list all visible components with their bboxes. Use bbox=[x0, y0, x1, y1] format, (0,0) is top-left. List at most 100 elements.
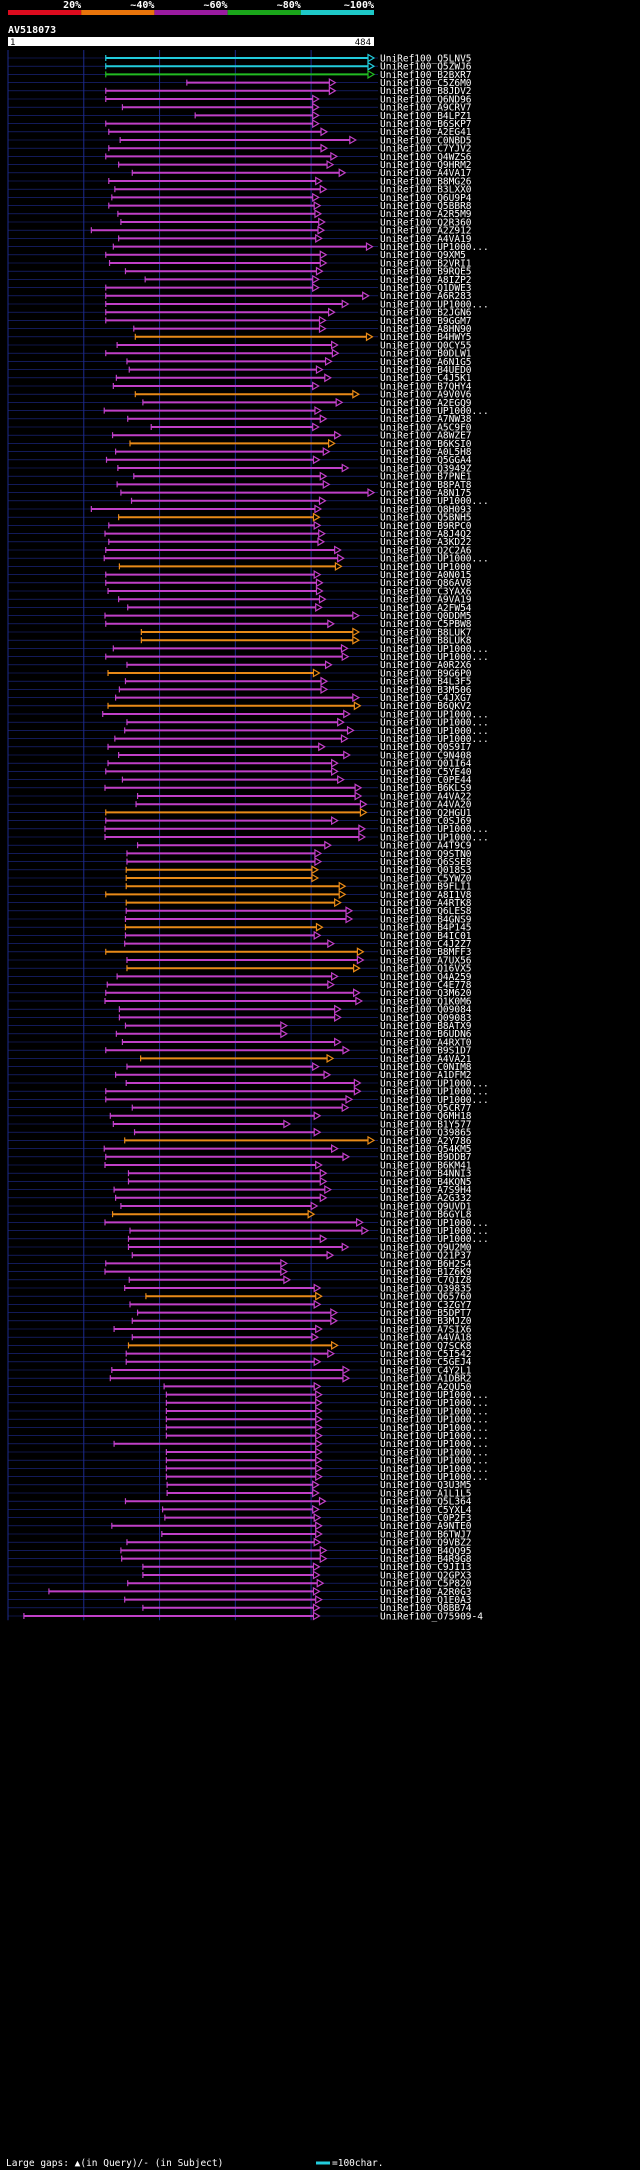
hit-label: UniRef100_Q5GGA4 bbox=[380, 455, 472, 466]
hit-arrow bbox=[331, 816, 339, 826]
hit-label: UniRef100_B4LPZ1 bbox=[380, 111, 472, 122]
hit-arrow bbox=[324, 356, 333, 366]
hit-arrow bbox=[312, 274, 320, 284]
hit-label: UniRef100_Q2R360 bbox=[380, 217, 472, 228]
hit-label: UniRef100_A7SIX6 bbox=[380, 1324, 472, 1335]
hit-label: UniRef100_B2VRI1 bbox=[380, 258, 472, 269]
hit-arrow bbox=[312, 1480, 320, 1490]
hit-arrow bbox=[342, 1152, 351, 1162]
hit-label: UniRef100_A9CRV7 bbox=[380, 103, 472, 114]
hit-label: UniRef100_A1DBR2 bbox=[380, 1374, 472, 1385]
hit-arrow bbox=[319, 1168, 328, 1178]
hit-arrow bbox=[322, 447, 331, 457]
hit-label: UniRef100_A8I1V8 bbox=[380, 890, 472, 901]
hit-arrow bbox=[330, 1316, 339, 1326]
hit-arrow bbox=[354, 783, 363, 793]
hit-label: UniRef100_A2EG41 bbox=[380, 127, 472, 138]
hit-label: UniRef100_C0P2F3 bbox=[380, 1513, 472, 1524]
hit-row: UniRef100_A6R283 bbox=[8, 291, 472, 302]
hit-row: UniRef100_C9JI13 bbox=[8, 1562, 472, 1573]
hit-label: UniRef100_B4P145 bbox=[380, 923, 472, 934]
hit-label: UniRef100_UP1000... bbox=[380, 1423, 489, 1434]
hit-label: UniRef100_A7UX56 bbox=[380, 955, 472, 966]
hit-row: UniRef100_C5GEJ4 bbox=[8, 1357, 472, 1368]
hit-arrow bbox=[367, 488, 376, 498]
hit-row: UniRef100_B3LXX0 bbox=[8, 185, 472, 196]
hit-row: UniRef100_Q6LES8 bbox=[8, 906, 472, 917]
hit-arrow bbox=[320, 684, 329, 694]
hit-row: UniRef100_UP1000... bbox=[8, 1390, 489, 1401]
hit-row: UniRef100_C5P820 bbox=[8, 1579, 472, 1590]
hit-row: UniRef100_B5DPT7 bbox=[8, 1308, 472, 1319]
hit-row: UniRef100_A0N015 bbox=[8, 570, 472, 581]
hit-row: UniRef100_B2JGN6 bbox=[8, 308, 472, 319]
hit-arrow bbox=[342, 1373, 351, 1383]
hit-label: UniRef100_Q5LNV5 bbox=[380, 53, 472, 64]
identity-band-label: ~100% bbox=[344, 0, 374, 11]
hit-row: UniRef100_UP1000... bbox=[8, 299, 489, 310]
hit-label: UniRef100_UP1000... bbox=[380, 1406, 489, 1417]
hit-label: UniRef100_Q4WZS6 bbox=[380, 152, 472, 163]
footer-scale-legend: =100char. bbox=[332, 2158, 383, 2169]
hit-arrow bbox=[312, 94, 320, 104]
hit-row: UniRef100_B4P145 bbox=[8, 923, 472, 934]
hit-row: UniRef100_A9CRV7 bbox=[8, 103, 472, 114]
hit-label: UniRef100_B6GYL8 bbox=[380, 1210, 472, 1221]
hit-arrow bbox=[358, 824, 367, 834]
hit-row: UniRef100_UP1000 bbox=[8, 562, 472, 573]
hit-row: UniRef100_B4UED0 bbox=[8, 365, 472, 376]
hit-row: UniRef100_B8MFF3 bbox=[8, 947, 472, 958]
hit-row: UniRef100_Q9HRM2 bbox=[8, 160, 472, 171]
hit-arrow bbox=[315, 578, 324, 588]
hit-label: UniRef100_Q8H093 bbox=[380, 504, 472, 515]
hit-label: UniRef100_A9NTE0 bbox=[380, 1521, 472, 1532]
hit-label: UniRef100_A4VA18 bbox=[380, 1333, 472, 1344]
hit-label: UniRef100_A4RTK8 bbox=[380, 898, 472, 909]
hit-row: UniRef100_B4R9G8 bbox=[8, 1554, 472, 1565]
hit-arrow bbox=[312, 1603, 321, 1613]
hit-label: UniRef100_B4GNS9 bbox=[380, 914, 472, 925]
hit-arrow bbox=[315, 1439, 323, 1449]
hit-label: UniRef100_A8N175 bbox=[380, 488, 472, 499]
hit-label: UniRef100_Q4A259 bbox=[380, 972, 472, 983]
hit-row: UniRef100_UP1000... bbox=[8, 496, 489, 507]
hit-row: UniRef100_Q1K0M6 bbox=[8, 996, 472, 1007]
hit-label: UniRef100_Q1K0M6 bbox=[380, 996, 472, 1007]
hit-row: UniRef100_Q2GPX3 bbox=[8, 1570, 472, 1581]
hit-label: UniRef100_Q54KM5 bbox=[380, 1144, 472, 1155]
hit-row: UniRef100_A4VA19 bbox=[8, 234, 472, 245]
hit-row: UniRef100_C4JXG7 bbox=[8, 693, 472, 704]
hit-arrow bbox=[365, 242, 374, 252]
hit-arrow bbox=[367, 1135, 376, 1145]
hit-label: UniRef100_A6N1G5 bbox=[380, 357, 472, 368]
hit-row: UniRef100_UP1000... bbox=[8, 1406, 489, 1417]
hit-label: UniRef100_UP1000... bbox=[380, 406, 489, 417]
hit-label: UniRef100_Q9STN0 bbox=[380, 849, 472, 860]
hit-arrow bbox=[319, 1545, 328, 1555]
hit-arrow bbox=[352, 635, 361, 645]
hit-row: UniRef100_B1Z6K9 bbox=[8, 1267, 472, 1278]
hit-row: UniRef100_A0L5H8 bbox=[8, 447, 472, 458]
hit-row: UniRef100_UP1000... bbox=[8, 832, 489, 843]
hit-arrow bbox=[314, 848, 323, 858]
hit-row: UniRef100_B2BXR7 bbox=[8, 70, 472, 81]
hit-label: UniRef100_UP1000... bbox=[380, 242, 489, 253]
hit-label: UniRef100_C7QIZ8 bbox=[380, 1275, 472, 1286]
hit-arrow bbox=[315, 922, 324, 932]
hit-arrow bbox=[346, 725, 355, 735]
hit-label: UniRef100_Q5BNH5 bbox=[380, 513, 472, 524]
hit-arrow bbox=[353, 963, 361, 973]
hit-arrow bbox=[316, 1578, 325, 1588]
hit-label: UniRef100_Q2GPX3 bbox=[380, 1570, 472, 1581]
hit-arrow bbox=[318, 742, 326, 752]
hit-label: UniRef100_B6KM41 bbox=[380, 1160, 472, 1171]
hit-arrow bbox=[280, 1029, 289, 1039]
hit-arrow bbox=[315, 233, 323, 243]
hit-label: UniRef100_C3YAX6 bbox=[380, 586, 472, 597]
hit-arrow bbox=[331, 348, 340, 358]
hit-label: UniRef100_A2EGQ9 bbox=[380, 398, 472, 409]
hit-arrow bbox=[355, 996, 364, 1006]
hit-row: UniRef100_Q1E0A3 bbox=[8, 1595, 472, 1606]
hit-arrow bbox=[340, 734, 349, 744]
hit-label: UniRef100_Q1DWE3 bbox=[380, 283, 472, 294]
